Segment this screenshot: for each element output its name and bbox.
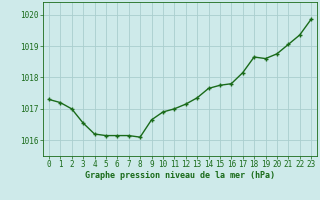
X-axis label: Graphe pression niveau de la mer (hPa): Graphe pression niveau de la mer (hPa) [85,171,275,180]
